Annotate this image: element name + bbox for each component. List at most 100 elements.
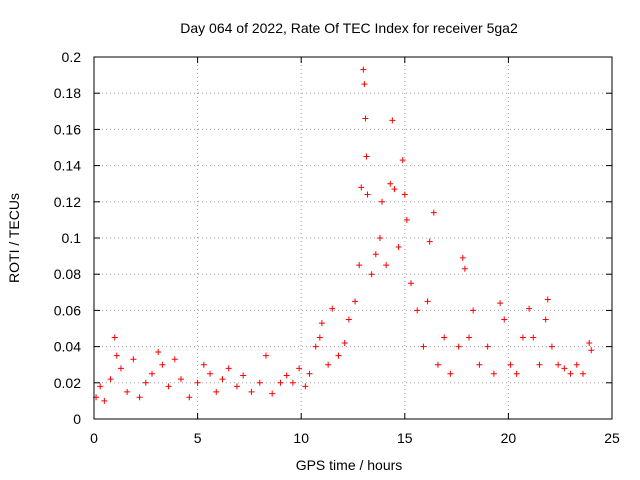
data-point [434,361,441,368]
data-point [484,343,491,350]
data-point [579,370,586,377]
x-tick-label: 5 [194,430,202,446]
x-tick-labels: 0 5 10 15 20 25 [90,430,620,446]
data-point [536,361,543,368]
y-tick-label: 0.14 [54,158,81,174]
data-point [497,300,504,307]
x-tick-label: 20 [501,430,517,446]
data-point [262,352,269,359]
data-point [414,307,421,314]
data-point [149,370,156,377]
data-point [544,296,551,303]
y-axis-label: ROTI / TECUs [6,193,22,283]
data-point [361,81,368,88]
data-point [306,370,313,377]
data-point [225,365,232,372]
data-point [555,361,562,368]
data-point [111,334,118,341]
data-point [420,343,427,350]
y-tick-label: 0.04 [54,339,81,355]
data-point [430,209,437,216]
data-point [530,334,537,341]
data-point [403,216,410,223]
data-point [345,316,352,323]
y-tick-label: 0.12 [54,194,81,210]
data-point [159,361,166,368]
data-point [283,372,290,379]
data-point [389,117,396,124]
data-point [142,379,149,386]
data-point [588,347,595,354]
data-point [277,379,284,386]
data-point [171,356,178,363]
data-point [312,343,319,350]
y-tick-label: 0.06 [54,302,81,318]
x-tick-label: 25 [604,430,620,446]
data-point [360,66,367,73]
data-point [358,184,365,191]
data-point [408,280,415,287]
data-point [362,115,369,122]
y-tick-label: 0.2 [62,49,82,65]
data-point [441,334,448,341]
chart-title: Day 064 of 2022, Rate Of TEC Index for r… [180,20,518,36]
data-point [248,388,255,395]
data-point [318,320,325,327]
data-point [395,244,402,251]
data-point [519,334,526,341]
data-point [113,352,120,359]
data-point [352,298,359,305]
data-point [316,334,323,341]
data-point [455,343,462,350]
data-point [124,388,131,395]
data-point [447,370,454,377]
y-tick-labels: 0 0.02 0.04 0.06 0.08 0.1 0.12 0.14 0.16 0.18 0.2 [54,49,81,427]
data-point [240,372,247,379]
data-point [470,307,477,314]
data-point [542,316,549,323]
data-point [459,254,466,261]
data-point [233,383,240,390]
data-point [401,191,408,198]
data-points [93,66,595,404]
data-point [476,361,483,368]
data-point [372,251,379,258]
x-tick-label: 0 [90,430,98,446]
data-point [165,383,172,390]
data-point [356,262,363,269]
grid [94,57,612,419]
data-point [136,394,143,401]
data-point [335,352,342,359]
data-point [586,339,593,346]
data-point [513,370,520,377]
data-point [117,365,124,372]
y-tick-label: 0.02 [54,375,81,391]
y-tick-label: 0.16 [54,121,81,137]
x-axis-label: GPS time / hours [296,457,403,473]
data-point [325,361,332,368]
data-point [391,186,398,193]
axis-ticks [93,56,613,420]
data-point [501,316,508,323]
data-point [207,370,214,377]
data-point [466,334,473,341]
data-point [383,262,390,269]
data-point [329,305,336,312]
data-point [376,235,383,241]
data-point [368,271,375,278]
y-tick-label: 0.08 [54,266,81,282]
data-point [573,361,580,368]
data-point [97,383,104,390]
data-point [507,361,514,368]
data-point [178,376,185,383]
data-point [567,370,574,377]
data-point [490,370,497,377]
y-tick-label: 0.18 [54,85,81,101]
data-point [101,397,108,404]
data-point [526,305,533,312]
data-point [461,265,468,272]
data-point [364,191,371,198]
data-point [363,153,370,160]
data-point [296,365,303,372]
